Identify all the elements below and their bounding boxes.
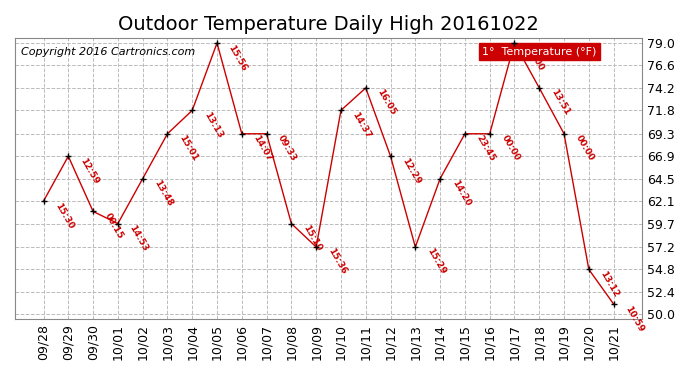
Text: 12:29: 12:29: [400, 156, 422, 186]
Text: 13:13: 13:13: [202, 110, 224, 140]
Text: 13:12: 13:12: [598, 269, 621, 299]
Text: 16:05: 16:05: [375, 88, 397, 117]
Text: 00:00: 00:00: [524, 43, 546, 72]
Text: 23:45: 23:45: [475, 134, 497, 163]
Text: 13:51: 13:51: [549, 88, 571, 117]
Text: 14:37: 14:37: [351, 110, 373, 140]
Text: 14:07: 14:07: [252, 134, 274, 163]
Text: 15:30: 15:30: [53, 201, 75, 230]
Text: 1°  Temperature (°F): 1° Temperature (°F): [482, 47, 597, 57]
Text: 00:15: 00:15: [103, 211, 125, 240]
Title: Outdoor Temperature Daily High 20161022: Outdoor Temperature Daily High 20161022: [118, 15, 539, 34]
Text: 14:20: 14:20: [450, 178, 472, 208]
Text: 10:59: 10:59: [623, 304, 645, 333]
Text: 00:00: 00:00: [500, 134, 521, 163]
Text: 15:10: 15:10: [301, 224, 323, 253]
Text: 12:59: 12:59: [78, 156, 100, 186]
Text: 15:56: 15:56: [227, 43, 249, 72]
Text: 09:33: 09:33: [276, 134, 299, 163]
Text: 15:01: 15:01: [177, 134, 199, 163]
Text: 15:29: 15:29: [425, 247, 447, 276]
Text: 15:36: 15:36: [326, 247, 348, 276]
Text: 00:00: 00:00: [574, 134, 595, 163]
Text: 13:48: 13:48: [152, 178, 175, 208]
Text: Copyright 2016 Cartronics.com: Copyright 2016 Cartronics.com: [21, 47, 195, 57]
Text: 14:53: 14:53: [128, 224, 150, 253]
